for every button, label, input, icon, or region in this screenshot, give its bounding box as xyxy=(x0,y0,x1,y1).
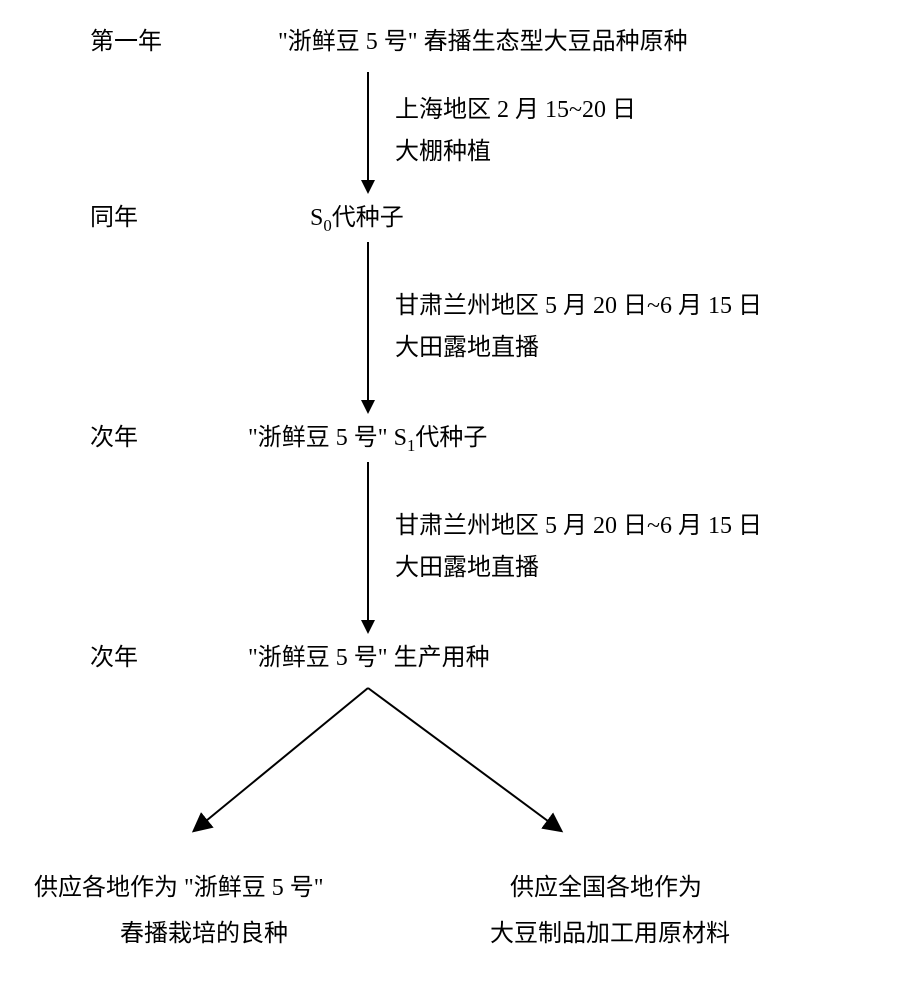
row3-main: "浙鲜豆 5 号" S1代种子 xyxy=(248,420,487,458)
split-arrow-right xyxy=(368,688,560,830)
row2-main: S0代种子 xyxy=(310,200,404,238)
split-arrow-left xyxy=(195,688,368,830)
year-label-3: 次年 xyxy=(90,420,138,456)
arrow2-note-line1: 甘肃兰州地区 5 月 20 日~6 月 15 日 xyxy=(395,288,762,324)
arrow2-note-line2: 大田露地直播 xyxy=(395,330,539,366)
year-label-1: 第一年 xyxy=(90,24,162,60)
arrow3-note-line2: 大田露地直播 xyxy=(395,550,539,586)
arrow-2-line xyxy=(367,242,369,402)
arrow-1-line xyxy=(367,72,369,182)
arrow1-note-line2: 大棚种植 xyxy=(395,134,491,170)
split-left-line1: 供应各地作为 "浙鲜豆 5 号" xyxy=(34,870,324,906)
row3-suffix: 代种子 xyxy=(415,425,487,451)
row2-prefix: S xyxy=(310,205,323,231)
split-right-line1: 供应全国各地作为 xyxy=(510,870,702,906)
row1-main: "浙鲜豆 5 号" 春播生态型大豆品种原种 xyxy=(278,24,688,60)
row4-main: "浙鲜豆 5 号" 生产用种 xyxy=(248,640,490,676)
row2-sub: 0 xyxy=(323,216,331,235)
arrow-1-head xyxy=(361,180,375,194)
row3-prefix: "浙鲜豆 5 号" S xyxy=(248,425,407,451)
row2-suffix: 代种子 xyxy=(332,205,404,231)
arrow-3-head xyxy=(361,620,375,634)
year-label-4: 次年 xyxy=(90,640,138,676)
year-label-2: 同年 xyxy=(90,200,138,236)
split-left-line2: 春播栽培的良种 xyxy=(120,916,288,952)
arrow-2-head xyxy=(361,400,375,414)
arrow1-note-line1: 上海地区 2 月 15~20 日 xyxy=(395,92,636,128)
arrow-3-line xyxy=(367,462,369,622)
arrow3-note-line1: 甘肃兰州地区 5 月 20 日~6 月 15 日 xyxy=(395,508,762,544)
split-right-line2: 大豆制品加工用原材料 xyxy=(490,916,730,952)
